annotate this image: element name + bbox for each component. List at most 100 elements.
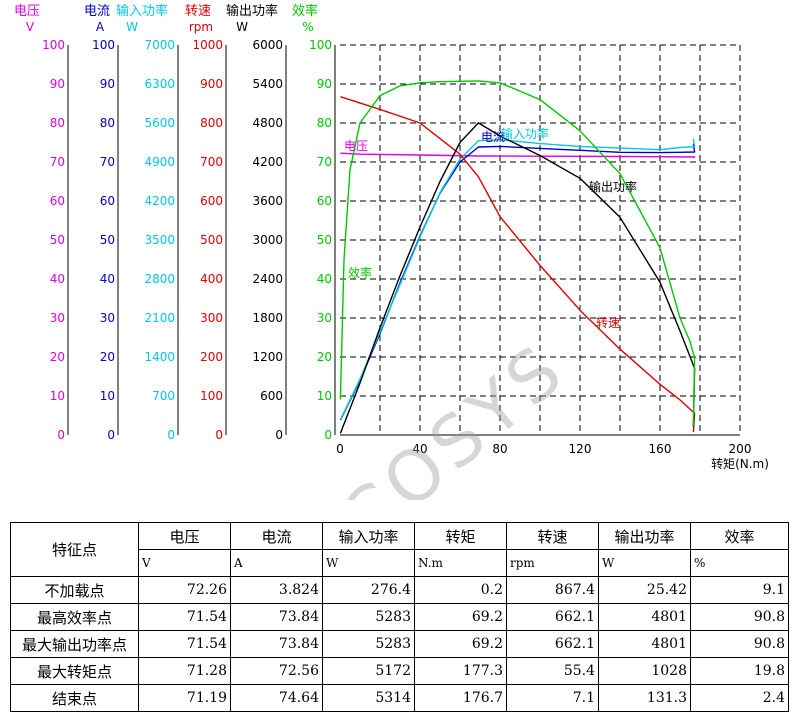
y-axis-title: 输入功率	[116, 3, 168, 19]
table-cell: 5172	[322, 657, 415, 685]
motor-characteristic-chart: 电压V0102030405060708090100电流A010203040506…	[14, 3, 769, 500]
y-tick-label: 7000	[144, 38, 175, 52]
y-tick-label: 90	[317, 77, 332, 91]
y-tick-label: 4200	[144, 194, 175, 208]
y-tick-label: 300	[200, 311, 223, 325]
y-tick-label: 200	[200, 350, 223, 364]
y-tick-label: 70	[100, 155, 115, 169]
y-axis-5: 效率% 0 10 20 30 40 50 60 70 80 90 100	[292, 3, 336, 442]
y-tick-label: 700	[152, 389, 175, 403]
table-header-cell: 效率	[690, 522, 789, 550]
table-row: 不加载点 72.26 3.824 276.4 0.2 867.4 25.42 9.1	[10, 576, 789, 604]
y-tick-label: 3000	[252, 233, 283, 247]
y-tick-label: 100	[42, 38, 65, 52]
y-tick-label: 10	[100, 389, 115, 403]
x-tick-label: 80	[492, 442, 507, 456]
y-tick-label: 600	[260, 389, 283, 403]
table-cell: 71.54	[138, 603, 231, 631]
table-cell: 5283	[322, 630, 415, 658]
y-axis-unit: W	[236, 20, 248, 34]
table-cell: 131.3	[598, 684, 691, 712]
table-row-label: 不加载点	[10, 576, 139, 604]
y-tick-label: 80	[317, 116, 332, 130]
table-unit-cell: %	[690, 549, 789, 577]
y-axis-unit: A	[96, 20, 105, 34]
y-tick-label: 1200	[252, 350, 283, 364]
y-tick-label: 20	[50, 350, 65, 364]
table-header-cell: 特征点	[10, 522, 139, 577]
y-tick-label: 2800	[144, 272, 175, 286]
table-header-cell: 转速	[506, 522, 599, 550]
y-tick-label: 10	[317, 389, 332, 403]
table-cell: 9.1	[690, 576, 789, 604]
table-header-cell: 输出功率	[598, 522, 691, 550]
x-tick-label: 200	[729, 442, 752, 456]
y-tick-label: 60	[50, 194, 65, 208]
y-tick-label: 20	[317, 350, 332, 364]
y-tick-label: 30	[50, 311, 65, 325]
y-axis-title: 电流	[84, 4, 110, 19]
series-line-4	[339, 122, 696, 434]
table-cell: 5283	[322, 603, 415, 631]
table-row-label: 最高效率点	[10, 603, 139, 631]
table-cell: 72.26	[138, 576, 231, 604]
y-tick-label: 100	[92, 38, 115, 52]
table-header-cell: 电压	[138, 522, 231, 550]
y-tick-label: 3600	[252, 194, 283, 208]
y-axis-title: 电压	[14, 4, 40, 19]
y-tick-label: 2100	[144, 311, 175, 325]
table-cell: 867.4	[506, 576, 599, 604]
table-cell: 662.1	[506, 603, 599, 631]
table-cell: 662.1	[506, 630, 599, 658]
table-cell: 176.7	[414, 684, 507, 712]
x-tick-label: 40	[412, 442, 427, 456]
curve-label-input_power: 输入功率	[501, 126, 549, 141]
table-cell: 4801	[598, 603, 691, 631]
table-cell: 3.824	[230, 576, 323, 604]
series-line-3	[340, 96, 696, 433]
y-axis-title: 效率	[292, 3, 318, 19]
table-cell: 276.4	[322, 576, 415, 604]
y-tick-label: 600	[200, 194, 223, 208]
series-line-0	[340, 152, 696, 159]
table-cell: 74.64	[230, 684, 323, 712]
y-tick-label: 30	[100, 311, 115, 325]
x-tick-label: 160	[649, 442, 672, 456]
y-tick-label: 4900	[144, 155, 175, 169]
plot-grid	[340, 44, 741, 435]
y-tick-label: 80	[50, 116, 65, 130]
y-tick-label: 800	[200, 116, 223, 130]
y-tick-label: 5600	[144, 116, 175, 130]
y-tick-label: 90	[100, 77, 115, 91]
table-cell: 71.19	[138, 684, 231, 712]
table-header-cell: 电流	[230, 522, 323, 550]
y-tick-label: 0	[57, 428, 65, 442]
y-tick-label: 30	[317, 311, 332, 325]
table-unit-cell: rpm	[506, 549, 599, 577]
table-header-row: 特征点 电压 电流 输入功率 转矩 转速 输出功率 效率	[10, 522, 789, 577]
y-tick-label: 50	[50, 233, 65, 247]
y-tick-label: 60	[100, 194, 115, 208]
y-axis-0: 电压V 0 10 20 30 40 50 60 70 80 90 100	[14, 4, 69, 442]
y-tick-label: 50	[100, 233, 115, 247]
x-axis-label: 转矩(N.m)	[711, 456, 769, 471]
y-tick-label: 2400	[252, 272, 283, 286]
y-axes-group: 电压V0102030405060708090100电流A010203040506…	[14, 3, 336, 442]
table-cell: 177.3	[414, 657, 507, 685]
table-cell: 73.84	[230, 603, 323, 631]
curve-label-efficiency: 效率	[348, 265, 372, 280]
y-tick-label: 100	[309, 38, 332, 52]
table-unit-cell: N.m	[414, 549, 507, 577]
y-tick-label: 1000	[192, 38, 223, 52]
table-cell: 90.8	[690, 603, 789, 631]
y-tick-label: 0	[215, 428, 223, 442]
table-row-label: 结束点	[10, 684, 139, 712]
table-cell: 71.54	[138, 630, 231, 658]
curves-group	[339, 80, 696, 434]
y-axis-title: 转速	[185, 4, 211, 19]
table-unit-cell: A	[230, 549, 323, 577]
